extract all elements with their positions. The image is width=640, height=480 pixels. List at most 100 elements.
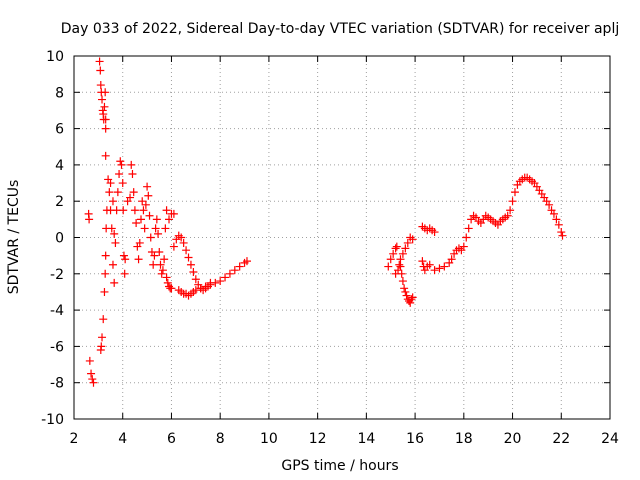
y-tick-label: -8 [50,376,64,392]
data-point [101,88,110,97]
data-point [108,197,117,206]
y-tick-label: 4 [55,158,64,174]
data-point [464,224,473,233]
data-point [211,278,220,287]
y-tick-label: -2 [50,267,64,283]
data-point [128,169,137,178]
data-point [132,218,141,227]
grid-lines [74,56,610,419]
data-point [189,267,198,276]
data-point [196,284,205,293]
data-point [101,151,110,160]
data-point [127,160,136,169]
data-point [206,280,215,289]
data-point [101,124,110,133]
data-point [152,215,161,224]
data-point [113,188,122,197]
data-point [506,206,515,215]
data-point [87,369,96,378]
data-point [130,206,139,215]
plot-frame [73,55,611,420]
data-point [107,224,116,233]
data-point [119,251,128,260]
data-point [95,57,104,66]
data-point [221,273,230,282]
data-point [557,228,566,237]
data-point [96,81,105,90]
data-point [395,260,404,269]
x-axis-label: GPS time / hours [281,458,398,474]
data-point [401,244,410,253]
x-tick-label: 2 [70,431,79,447]
x-tick-label: 24 [601,431,619,447]
data-point [110,229,119,238]
data-point [98,333,107,342]
data-point [146,233,155,242]
data-point [115,169,124,178]
data-point [440,262,449,271]
data-point [96,66,105,75]
y-tick-label: -4 [50,303,64,319]
data-point [140,224,149,233]
data-point [119,206,128,215]
data-point [149,260,158,269]
data-point [100,287,109,296]
data-point [402,291,411,300]
data-point [158,266,167,275]
data-point [169,209,178,218]
data-point [182,246,191,255]
data-point [391,244,400,253]
data-point [98,95,107,104]
data-point [408,293,417,302]
data-point [401,287,410,296]
data-point [201,282,210,291]
data-point [186,260,195,269]
x-tick-label: 18 [455,431,473,447]
data-point [162,206,171,215]
data-point [117,160,126,169]
data-point [169,242,178,251]
data-point [120,269,129,278]
data-point [89,378,98,387]
data-point [462,233,471,242]
y-tick-label: 0 [55,231,64,247]
data-point [398,277,407,286]
x-tick-label: 8 [216,431,225,447]
data-point [167,284,176,293]
data-point [425,260,434,269]
data-point [134,255,143,264]
data-point [141,200,150,209]
chart-title: Day 033 of 2022, Sidereal Day-to-day VTE… [61,21,619,37]
data-point [150,251,159,260]
data-point [144,191,153,200]
data-point [129,188,138,197]
x-tick-label: 16 [406,431,424,447]
data-point [135,238,144,247]
data-point [435,264,444,273]
data-point [396,255,405,264]
y-axis-label: SDTVAR / TECUs [6,180,22,295]
x-tick-label: 22 [552,431,570,447]
data-point [191,275,200,284]
data-point [408,235,417,244]
data-point [97,342,106,351]
data-point [549,209,558,218]
data-point [139,206,148,215]
data-point [400,284,409,293]
data-point [384,262,393,271]
data-point [242,257,251,266]
x-tick-label: 6 [167,431,176,447]
data-point [389,249,398,258]
data-point [155,248,164,257]
data-point [126,193,135,202]
data-point [118,179,127,188]
data-point [459,242,468,251]
data-point [179,238,188,247]
data-point [403,238,412,247]
data-point [503,211,512,220]
data-point [508,197,517,206]
data-point [151,224,160,233]
data-point [111,238,120,247]
data-point [406,298,415,307]
